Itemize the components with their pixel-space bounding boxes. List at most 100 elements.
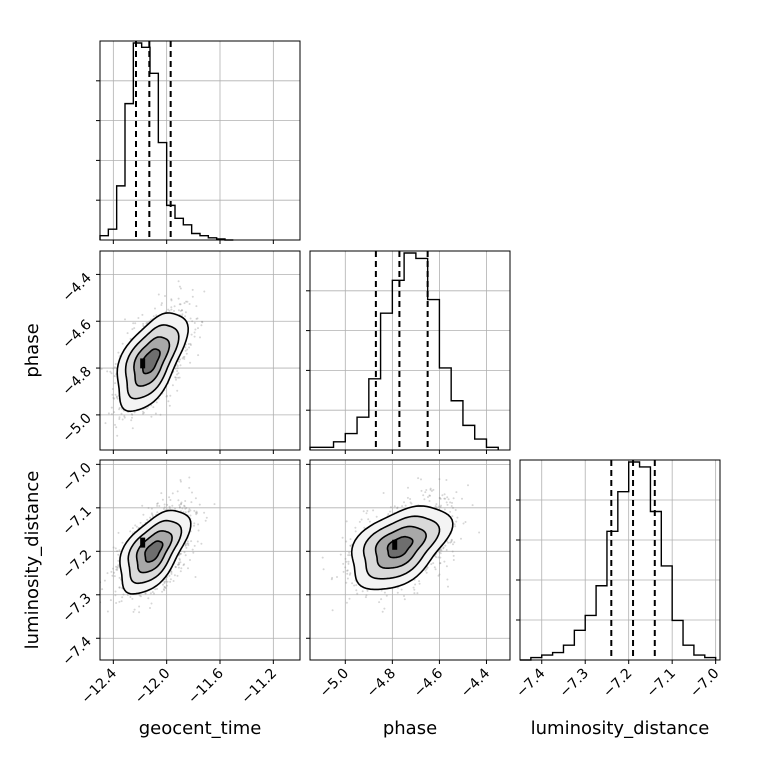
scatter-point [184, 511, 187, 514]
scatter-point [450, 540, 453, 543]
scatter-point [193, 509, 196, 512]
scatter-point [354, 526, 357, 529]
scatter-point [389, 510, 392, 513]
scatter-point [439, 562, 442, 565]
scatter-point [195, 305, 198, 308]
scatter-point [164, 586, 166, 589]
scatter-point [146, 518, 149, 521]
scatter-point [355, 584, 358, 587]
scatter-point [346, 572, 349, 575]
scatter-point [129, 337, 132, 340]
scatter-point [197, 523, 200, 526]
scatter-point [184, 311, 187, 314]
scatter-point [150, 512, 153, 515]
scatter-point [174, 507, 177, 510]
scatter-point [460, 537, 462, 540]
scatter-point [159, 413, 162, 416]
scatter-point [126, 594, 129, 596]
scatter-point [196, 512, 199, 514]
scatter-point [439, 497, 442, 500]
scatter-point [321, 556, 324, 559]
x-tick-label-luminosity_distance: −7.0 [687, 666, 722, 701]
scatter-point [168, 404, 171, 407]
scatter-point [166, 394, 168, 397]
scatter-point [365, 512, 368, 515]
scatter-point [380, 589, 383, 592]
scatter-point [349, 572, 352, 575]
scatter-point [447, 585, 449, 588]
x-tick-label-phase: −4.6 [411, 665, 446, 700]
scatter-point [150, 602, 153, 605]
scatter-point [132, 322, 135, 325]
scatter-point [135, 525, 138, 528]
scatter-point [201, 320, 203, 323]
scatter-point [141, 410, 144, 413]
scatter-point [366, 509, 369, 512]
scatter-point [177, 566, 180, 569]
scatter-point [412, 586, 415, 589]
scatter-point [443, 493, 446, 496]
scatter-point [173, 574, 176, 577]
scatter-point [451, 501, 453, 504]
scatter-point [171, 504, 174, 507]
scatter-point [116, 568, 119, 571]
scatter-point [180, 567, 183, 570]
x-tick-label-phase: −5.0 [317, 666, 352, 701]
scatter-point [118, 586, 121, 589]
scatter-point [130, 413, 133, 416]
scatter-point [189, 344, 192, 346]
scatter-point [111, 388, 114, 390]
scatter-point [118, 406, 121, 409]
scatter-point [193, 335, 196, 338]
scatter-point [113, 571, 116, 574]
scatter-point [429, 487, 432, 490]
scatter-point [195, 317, 198, 320]
scatter-point [372, 509, 375, 512]
scatter-point [453, 523, 456, 526]
scatter-point [348, 573, 351, 576]
scatter-point [184, 507, 187, 510]
scatter-point [197, 354, 200, 357]
scatter-point [367, 518, 370, 521]
scatter-point [174, 565, 177, 568]
x-axis-label-geocent_time: geocent_time [139, 718, 262, 739]
scatter-point [441, 494, 444, 497]
scatter-point [170, 299, 173, 302]
scatter-point [106, 370, 109, 373]
scatter-point [349, 544, 352, 547]
scatter-point [442, 546, 445, 549]
scatter-point [409, 498, 412, 500]
scatter-point [118, 549, 121, 552]
scatter-point [393, 505, 396, 508]
x-tick-label-phase: −4.8 [364, 666, 399, 701]
scatter-point [347, 560, 350, 563]
scatter-point [165, 395, 168, 398]
scatter-point [406, 496, 409, 499]
scatter-point [175, 376, 177, 379]
scatter-point [434, 505, 437, 508]
x-tick-label-geocent_time: −12.4 [79, 665, 121, 707]
scatter-point [194, 328, 197, 331]
x-tick-label-geocent_time: −11.2 [239, 666, 281, 708]
scatter-point [178, 360, 181, 363]
scatter-point [186, 348, 189, 351]
scatter-point [439, 556, 442, 559]
scatter-point [184, 315, 187, 318]
scatter-point [345, 540, 348, 543]
scatter-point [424, 569, 427, 572]
scatter-point [142, 322, 145, 325]
scatter-point [442, 547, 445, 550]
scatter-point [188, 346, 191, 349]
scatter-point [449, 501, 452, 504]
scatter-point [107, 412, 110, 415]
scatter-point [109, 370, 112, 373]
scatter-point [118, 586, 121, 589]
scatter-point [114, 423, 116, 426]
scatter-point [178, 376, 181, 379]
scatter-point [179, 479, 182, 481]
scatter-point [178, 285, 181, 288]
scatter-point [429, 488, 432, 491]
panel-frame [99, 40, 301, 241]
scatter-point [362, 510, 365, 513]
panel-frame [519, 459, 721, 661]
